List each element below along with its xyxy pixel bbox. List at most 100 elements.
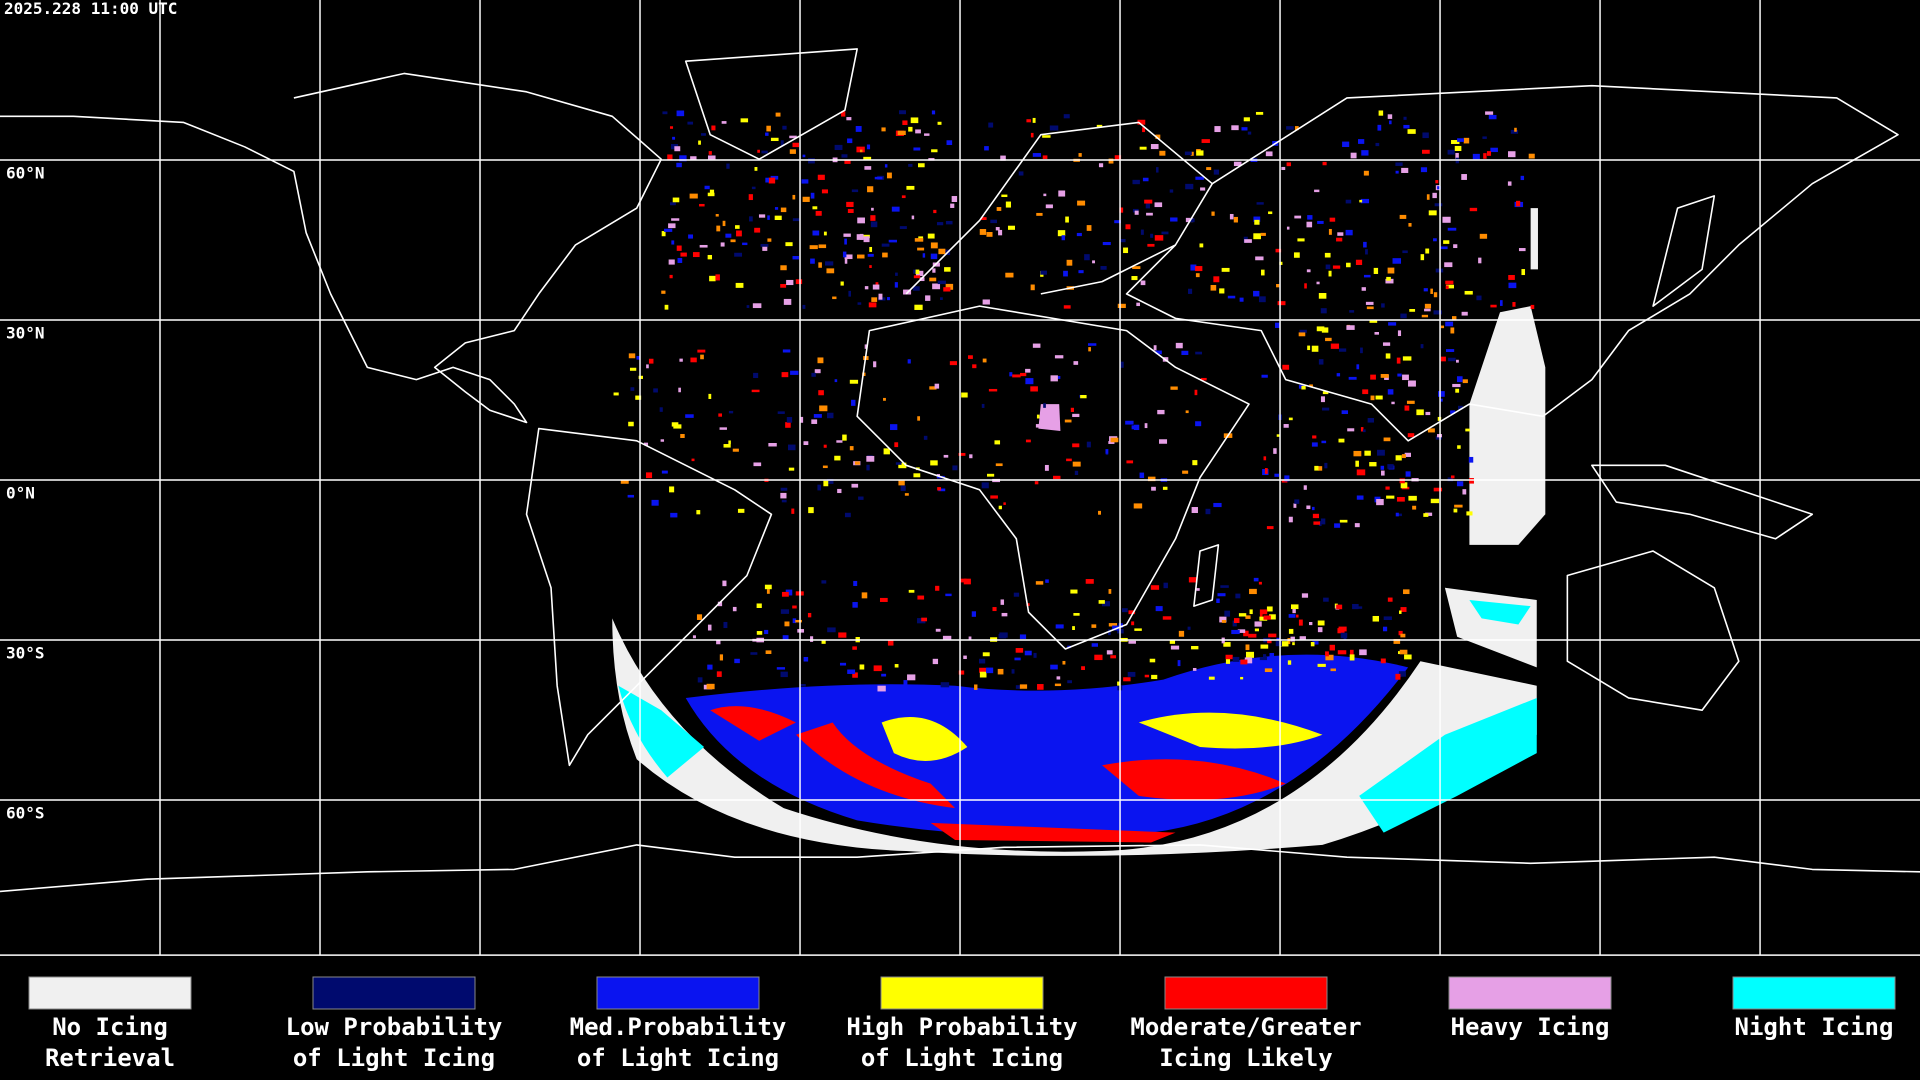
speckle [934, 383, 940, 389]
speckle [903, 680, 908, 686]
speckle [1110, 437, 1119, 443]
speckle [1245, 615, 1251, 619]
speckle [1288, 628, 1294, 634]
speckle [1000, 155, 1006, 161]
legend-label: High Probability [846, 1013, 1077, 1041]
speckle [1210, 284, 1217, 291]
speckle [1240, 659, 1248, 665]
speckle [1395, 512, 1399, 517]
speckle [1195, 421, 1202, 427]
speckle [1208, 676, 1215, 680]
speckle [754, 167, 758, 171]
speckle [921, 617, 928, 622]
speckle [826, 268, 835, 274]
no-retrieval-area [612, 618, 1537, 856]
speckle [972, 364, 977, 369]
speckle [672, 136, 676, 140]
speckle [680, 252, 687, 257]
speckle [1399, 214, 1407, 219]
speckle [864, 286, 869, 290]
speckle [1427, 428, 1435, 433]
speckle [1087, 343, 1097, 346]
speckle [1317, 220, 1324, 224]
speckle [844, 512, 851, 518]
speckle [1375, 142, 1380, 147]
speckle [1150, 144, 1159, 150]
speckle [1094, 654, 1103, 661]
speckle [707, 155, 716, 160]
speckle [907, 674, 916, 681]
speckle [847, 138, 853, 144]
speckle [1462, 379, 1468, 384]
graticule [0, 0, 1920, 956]
speckle [1128, 610, 1136, 615]
speckle [851, 399, 856, 406]
speckle [891, 206, 900, 212]
speckle [807, 612, 812, 618]
speckle [950, 203, 955, 208]
speckle [1254, 628, 1259, 632]
speckle [1325, 651, 1329, 657]
speckle [1355, 259, 1363, 265]
speckle [1408, 223, 1412, 227]
speckle [1403, 116, 1407, 120]
speckle [1400, 482, 1408, 489]
speckle [1294, 215, 1302, 219]
speckle [664, 304, 669, 310]
speckle [679, 155, 687, 162]
speckle [1345, 199, 1352, 204]
speckle [679, 358, 683, 362]
speckle [1376, 499, 1384, 506]
speckle [881, 673, 887, 677]
speckle [1380, 465, 1385, 470]
speckle [1363, 274, 1371, 278]
speckle [788, 467, 795, 471]
speckle [1290, 604, 1299, 610]
speckle [1216, 598, 1220, 604]
speckle [1280, 641, 1289, 647]
speckle [760, 243, 769, 247]
speckle [1349, 649, 1354, 655]
speckle [620, 480, 629, 484]
speckle [764, 584, 772, 590]
speckle [888, 239, 897, 243]
speckle [1088, 347, 1091, 352]
speckle [1151, 674, 1158, 680]
speckle [963, 578, 971, 585]
speckle [1392, 258, 1402, 264]
speckle [661, 290, 666, 294]
speckle [792, 605, 797, 609]
speckle [756, 631, 763, 635]
speckle [1249, 588, 1257, 595]
speckle [1244, 657, 1253, 664]
speckle [1402, 374, 1409, 381]
speckle [1277, 301, 1286, 306]
speckle [817, 484, 822, 491]
speckle [1050, 375, 1058, 382]
speckle [933, 209, 937, 214]
speckle [859, 233, 864, 240]
speckle [784, 621, 790, 627]
speckle [1154, 202, 1163, 208]
speckle [692, 635, 696, 639]
speckle [730, 239, 736, 243]
speckle [1150, 233, 1154, 238]
speckle [1385, 353, 1391, 359]
speckle [1254, 219, 1260, 225]
speckle [1342, 141, 1350, 148]
speckle [1188, 288, 1193, 294]
speckle [886, 172, 892, 179]
speckle [685, 414, 694, 418]
speckle [853, 580, 858, 587]
speckle [671, 240, 675, 245]
speckle [1276, 637, 1280, 641]
speckle [832, 296, 837, 300]
speckle [812, 206, 818, 210]
speckle [728, 410, 734, 414]
speckle [1181, 350, 1189, 355]
speckle [1423, 513, 1429, 517]
speckle [661, 470, 668, 474]
speckle [1386, 276, 1391, 281]
speckle [1309, 622, 1313, 626]
speckle [1346, 262, 1351, 268]
